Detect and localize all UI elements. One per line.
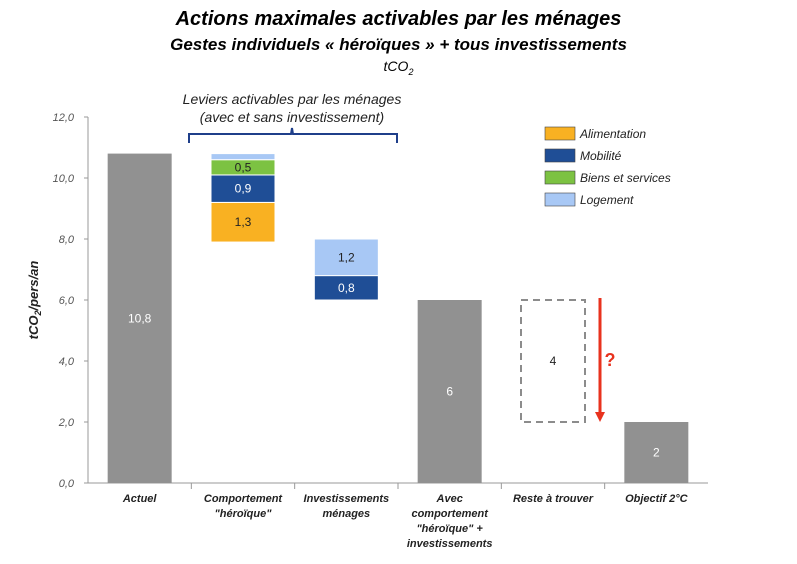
x-category-label: Comportement [204,493,284,505]
chart-subtitle: Gestes individuels « héroïques » + tous … [170,35,627,54]
x-category-label: investissements [407,538,493,550]
x-category-label: ménages [322,508,370,520]
question-mark: ? [605,350,616,370]
gap-box [520,299,586,423]
y-axis-title: tCO2/pers/an [26,261,43,340]
legend-swatch [544,148,576,163]
reduction-arrow-head [595,412,605,422]
bar-segment [210,153,276,161]
gap-value-label: 4 [550,354,557,368]
legend-label: Alimentation [579,127,646,141]
segment-value-label: 1,3 [235,215,252,229]
x-category-label: "héroïque" [215,508,273,520]
segment-value-label: 0,9 [235,182,252,196]
y-tick-label: 0,0 [59,478,75,490]
x-category-label: Actuel [122,493,158,505]
segment-value-label: 0,8 [338,281,355,295]
legend-label: Mobilité [580,149,622,163]
y-tick-label: 4,0 [59,356,75,368]
legend-swatch [544,170,576,185]
bar-value-label: 2 [653,446,660,460]
y-tick-label: 8,0 [59,234,75,246]
segment-value-label: 0,5 [235,160,252,174]
y-tick-label: 6,0 [59,295,75,307]
legend-swatch [544,126,576,141]
y-tick-label: 10,0 [53,173,75,185]
bracket-label-2: (avec et sans investissement) [200,109,384,125]
bracket-label-1: Leviers activables par les ménages [183,91,402,107]
segment-value-label: 1,2 [338,250,355,264]
legend-label: Biens et services [580,171,671,185]
x-category-label: Avec [436,493,463,505]
bar-segment [313,238,379,277]
x-category-label: Reste à trouver [513,493,594,505]
x-category-label: Investissements [304,493,390,505]
y-tick-label: 2,0 [58,417,75,429]
y-tick-label: 12,0 [53,112,75,124]
unit-label: tCO2 [383,58,414,77]
bar-total [624,422,689,483]
chart-title: Actions maximales activables par les mén… [175,8,622,30]
bar-total [417,300,482,483]
legend-label: Logement [580,193,634,207]
bar-total [107,153,172,483]
bar-value-label: 10,8 [128,311,152,325]
x-category-label: Objectif 2°C [625,493,689,505]
legend-swatch [544,192,576,207]
x-category-label: "héroïque" + [416,523,483,535]
x-category-label: comportement [411,508,489,520]
bar-value-label: 6 [446,385,453,399]
bracket [188,127,398,143]
